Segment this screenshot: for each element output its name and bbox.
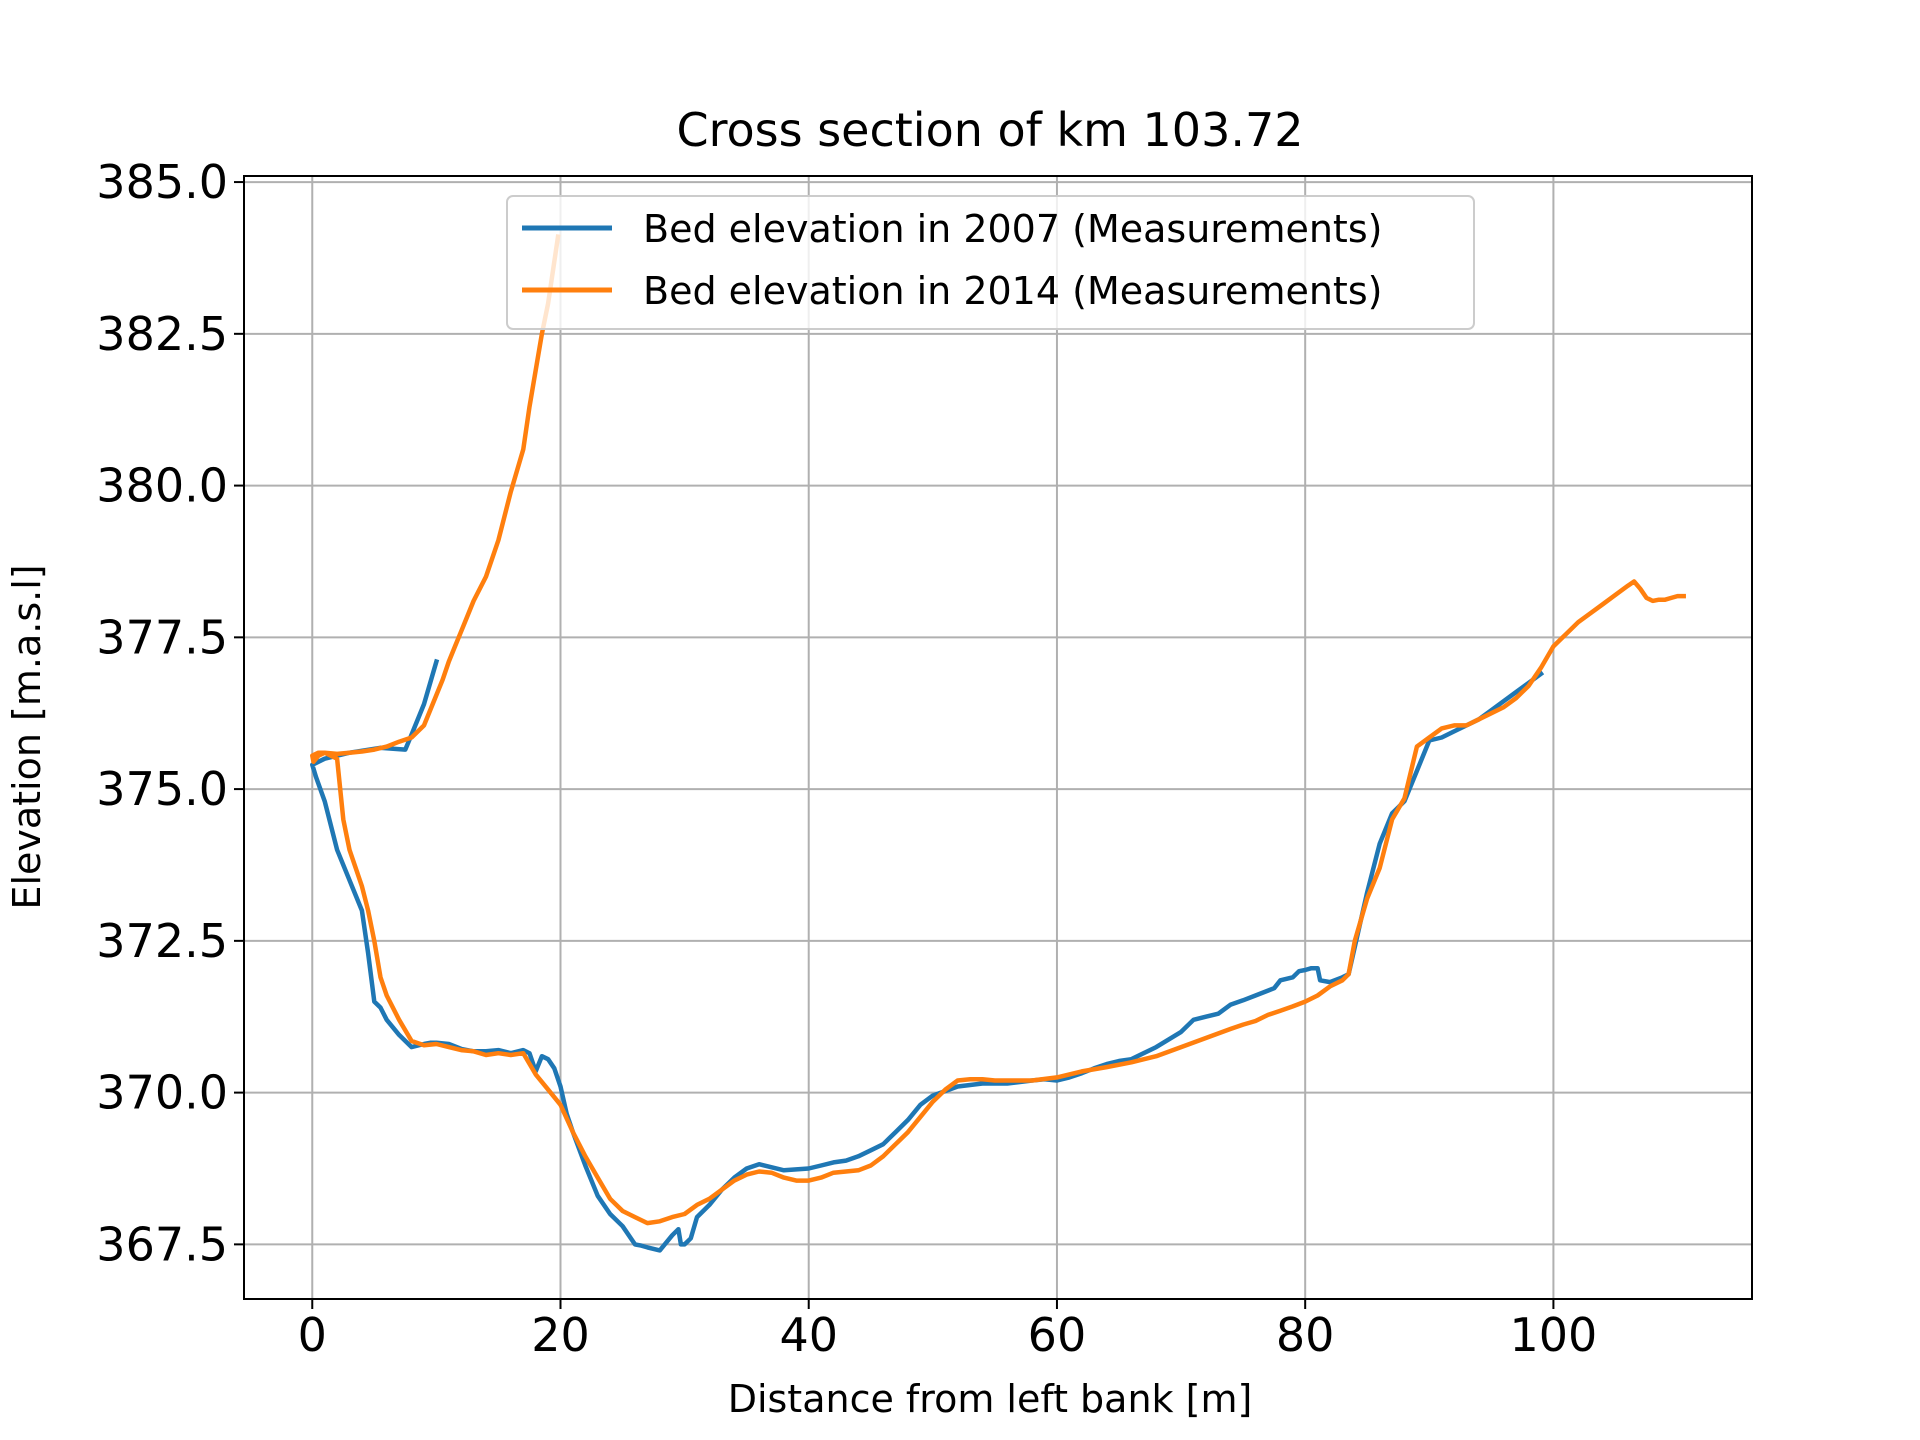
legend-box [506,195,1475,330]
x-axis-ticks: 0 20 40 60 80 100 [298,1299,1598,1362]
x-tick-label: 20 [531,1308,590,1362]
y-tick-label: 380.0 [96,459,228,513]
legend: Bed elevation in 2007 (Measurements) Bed… [506,195,1475,330]
y-tick-label: 385.0 [96,155,228,209]
chart-title: Cross section of km 103.72 [677,103,1304,157]
y-axis-label: Elevation [m.a.s.l] [5,564,49,909]
legend-label-2014: Bed elevation in 2014 (Measurements) [643,269,1382,313]
y-tick-label: 372.5 [96,914,228,968]
x-tick-label: 60 [1028,1308,1087,1362]
series-layer [310,234,1686,1253]
x-tick-label: 80 [1276,1308,1335,1362]
y-tick-label: 375.0 [96,762,228,816]
y-tick-label: 377.5 [96,610,228,664]
x-tick-label: 40 [779,1308,838,1362]
y-tick-label: 370.0 [96,1066,228,1120]
grid [244,176,1752,1299]
x-tick-label: 0 [298,1308,327,1362]
series-line-2014 [310,234,1686,1226]
legend-label-2007: Bed elevation in 2007 (Measurements) [643,207,1382,251]
y-axis-ticks: 367.5 370.0 372.5 375.0 377.5 380.0 382.5 385.0 [96,155,244,1271]
x-tick-label: 100 [1510,1308,1598,1362]
y-tick-label: 367.5 [96,1217,228,1271]
y-tick-label: 382.5 [96,307,228,361]
plot-frame [243,175,1753,1300]
x-axis-label: Distance from left bank [m] [728,1377,1253,1421]
